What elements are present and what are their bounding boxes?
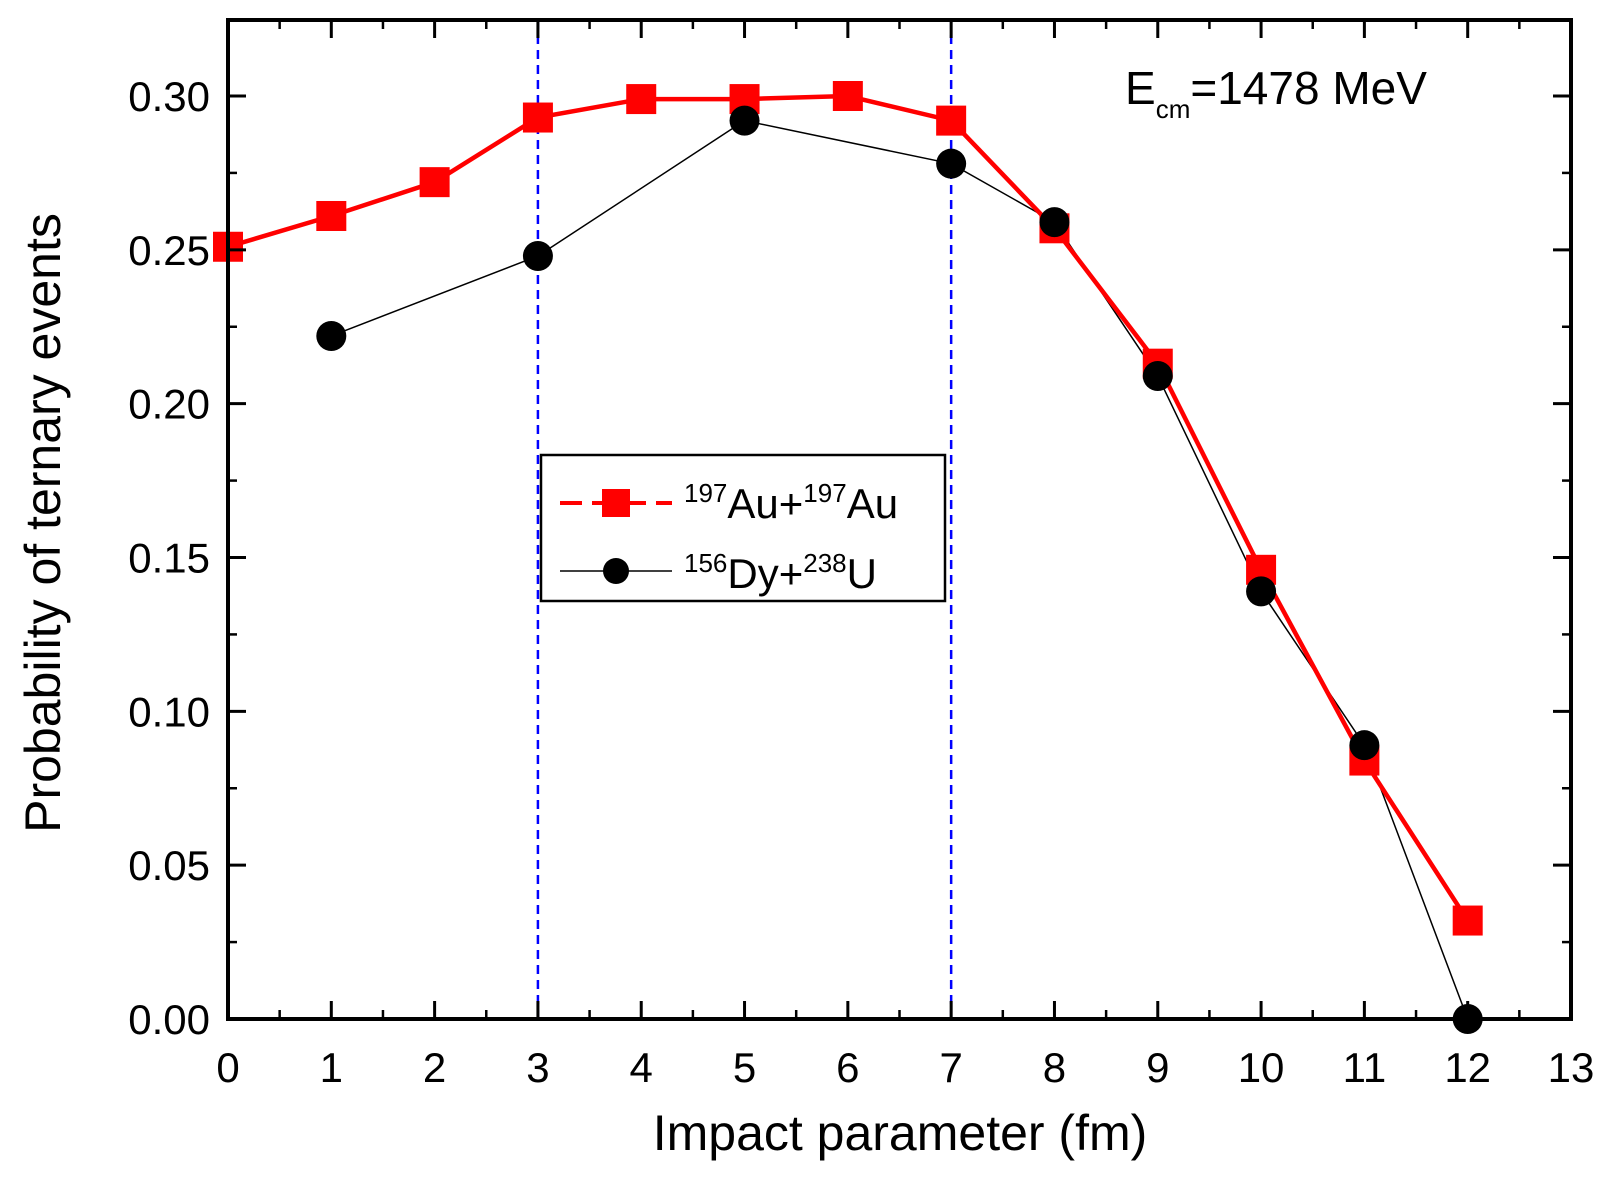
legend-dy-el1: Dy+ bbox=[727, 550, 803, 597]
legend-au-sup2: 197 bbox=[803, 478, 846, 508]
y-tick-label: 0.25 bbox=[128, 227, 210, 274]
legend-entry-au: 197Au+197Au bbox=[560, 478, 898, 527]
x-tick-label: 9 bbox=[1146, 1044, 1169, 1091]
y-tick-label: 0.20 bbox=[128, 381, 210, 428]
x-tick-label: 13 bbox=[1548, 1044, 1595, 1091]
x-tick-label: 12 bbox=[1444, 1044, 1491, 1091]
legend-dy-sup2: 238 bbox=[803, 548, 846, 578]
legend-label-dy: 156Dy+238U bbox=[684, 548, 877, 597]
x-tick-label: 7 bbox=[939, 1044, 962, 1091]
x-tick-label: 3 bbox=[526, 1044, 549, 1091]
dy-u-point bbox=[522, 240, 553, 271]
x-tick-label: 0 bbox=[216, 1044, 239, 1091]
reference-lines bbox=[536, 20, 953, 1019]
legend-au-sup1: 197 bbox=[684, 478, 727, 508]
legend: 197Au+197Au 156Dy+238U bbox=[539, 453, 947, 603]
axis-ticks bbox=[226, 20, 1573, 1021]
dy-u-point bbox=[316, 320, 347, 351]
au-au-point bbox=[419, 167, 450, 198]
axis-tick-labels: 0 1 2 3 4 5 6 7 8 9 10 11 12 130.000.050.100.150.200.… bbox=[128, 73, 1594, 1091]
energy-annotation-rest: =1478 MeV bbox=[1190, 62, 1427, 114]
au-au-point bbox=[832, 81, 863, 111]
x-tick-label: 6 bbox=[836, 1044, 859, 1091]
energy-annotation-main: E bbox=[1125, 62, 1156, 114]
y-tick-label: 0.15 bbox=[128, 535, 210, 582]
x-tick-label: 8 bbox=[1043, 1044, 1066, 1091]
au-au-point bbox=[1452, 905, 1483, 936]
legend-marker-au bbox=[602, 489, 630, 517]
x-tick-label: 1 bbox=[320, 1044, 343, 1091]
au-au-point bbox=[522, 102, 553, 133]
dy-u-point bbox=[936, 148, 967, 179]
y-axis-title: Probability of ternary events bbox=[15, 213, 71, 833]
au-au-point bbox=[626, 84, 657, 115]
y-tick-label: 0.05 bbox=[128, 842, 210, 889]
y-tick-label: 0.10 bbox=[128, 688, 210, 735]
x-tick-label: 2 bbox=[423, 1044, 446, 1091]
legend-dy-sup1: 156 bbox=[684, 548, 727, 578]
dy-u-point bbox=[1142, 360, 1173, 391]
energy-annotation-subscript: cm bbox=[1156, 94, 1191, 124]
x-tick-label: 4 bbox=[630, 1044, 653, 1091]
legend-entry-dy: 156Dy+238U bbox=[560, 548, 877, 597]
y-tick-label: 0.30 bbox=[128, 73, 210, 120]
legend-au-el1: Au+ bbox=[727, 480, 803, 527]
legend-label-au: 197Au+197Au bbox=[684, 478, 898, 527]
au-au-point bbox=[316, 200, 347, 231]
x-tick-label: 11 bbox=[1343, 1044, 1387, 1091]
legend-dy-el2: U bbox=[847, 550, 877, 597]
x-tick-label: 5 bbox=[733, 1044, 756, 1091]
y-tick-label: 0.00 bbox=[128, 996, 210, 1043]
dy-u-point bbox=[1039, 207, 1070, 238]
dy-u-point bbox=[1246, 576, 1277, 607]
legend-marker-dy bbox=[603, 558, 629, 584]
legend-au-el2: Au bbox=[847, 480, 898, 527]
x-tick-label: 10 bbox=[1238, 1044, 1285, 1091]
x-axis-title: Impact parameter (fm) bbox=[653, 1105, 1148, 1161]
dy-u-point bbox=[729, 105, 760, 136]
au-au-point bbox=[936, 105, 967, 136]
energy-annotation: Ecm=1478 MeV bbox=[1125, 62, 1427, 124]
dy-u-point bbox=[1349, 730, 1380, 761]
